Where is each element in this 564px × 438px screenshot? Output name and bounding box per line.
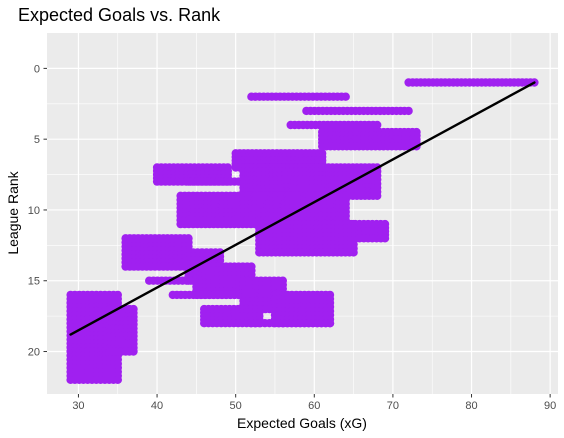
data-points [66,78,539,384]
x-tick-label: 50 [230,400,242,412]
y-tick-label: 20 [28,347,40,359]
x-tick-label: 90 [544,400,556,412]
y-axis-ticks: 0 5 10 15 20 [28,63,47,359]
data-point [373,120,382,130]
data-point [341,92,350,101]
y-tick-label: 15 [28,276,40,288]
x-axis-ticks: 30 40 50 60 70 80 90 [72,394,556,412]
x-axis-label: Expected Goals (xG) [237,415,367,431]
x-tick-label: 60 [308,400,320,412]
y-axis-label: League Rank [5,170,21,254]
y-tick-label: 0 [34,63,40,75]
data-point [380,234,390,243]
data-point [373,191,382,200]
x-tick-label: 40 [151,400,163,412]
y-tick-label: 10 [28,205,40,217]
chart-title: Expected Goals vs. Rank [18,5,221,25]
x-tick-label: 30 [72,400,84,412]
data-point [129,347,138,356]
data-point [404,106,413,116]
data-point [325,319,335,328]
data-point [349,248,358,257]
data-point [113,375,123,384]
y-tick-label: 5 [34,134,40,146]
x-tick-label: 80 [465,400,477,412]
x-tick-label: 70 [387,400,399,412]
trend-line [69,81,536,336]
